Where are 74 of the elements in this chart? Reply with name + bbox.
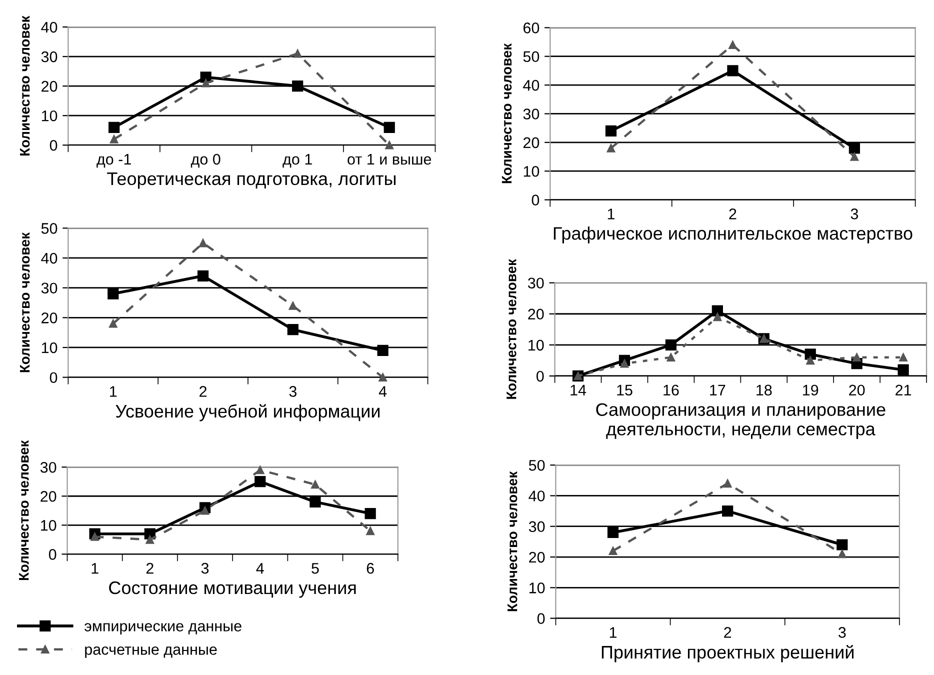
y-tick-label: 30 (523, 108, 540, 120)
y-tick-label: 40 (41, 22, 58, 33)
y-tick-label: 0 (50, 372, 58, 384)
y-axis-title: Количество человек (502, 43, 512, 184)
x-tick-label: 2 (729, 208, 736, 220)
y-tick-label: 10 (42, 342, 58, 354)
y-tick-label: 20 (40, 490, 56, 502)
y-tick-label: 40 (41, 252, 58, 264)
y-tick-label: 20 (42, 312, 58, 324)
y-tick-label: 30 (528, 278, 544, 289)
y-tick-label: 20 (42, 80, 58, 92)
y-tick-label: 50 (528, 460, 545, 471)
x-tick-label: 6 (366, 562, 374, 574)
x-tick-label: 2 (200, 386, 207, 397)
x-tick-label: 4 (378, 386, 387, 397)
y-tick-label: 20 (529, 552, 545, 563)
x-tick-label: 3 (289, 386, 297, 397)
y-tick-label: 50 (523, 51, 540, 62)
y-tick-label: 30 (528, 521, 545, 532)
x-axis-title: Теоретическая подготовка, логиты (107, 172, 396, 189)
x-axis-title: Состояние мотивации учения (109, 581, 356, 598)
x-axis-title: Принятие проектных решений (602, 645, 854, 662)
y-axis-title: Количество человек (20, 232, 30, 372)
x-tick-label: до -1 (96, 154, 131, 168)
x-tick-label: 16 (664, 384, 679, 396)
y-axis-title: Количество человек (508, 471, 518, 612)
x-tick-label: 20 (849, 384, 865, 396)
y-tick-label: 0 (50, 140, 58, 151)
x-tick-label: 1 (608, 208, 614, 220)
x-tick-label: 14 (570, 384, 586, 396)
y-axis-title: Количество человек (19, 440, 29, 580)
x-tick-label: 19 (803, 384, 818, 396)
x-tick-label: 1 (110, 386, 117, 397)
legend-label: эмпирические данные (84, 623, 242, 634)
y-tick-label: 20 (523, 137, 540, 148)
y-tick-label: 10 (529, 582, 545, 594)
legend-label: расчетные данные (85, 646, 217, 658)
y-tick-label: 10 (524, 166, 540, 177)
x-tick-label: от 1 и выше (348, 154, 432, 165)
y-tick-label: 30 (41, 282, 58, 294)
x-tick-label: 1 (92, 563, 98, 574)
y-tick-label: 0 (532, 194, 540, 206)
x-tick-label: 5 (312, 563, 319, 574)
x-tick-label: 3 (838, 627, 846, 638)
x-tick-label: 21 (896, 384, 912, 396)
y-tick-label: 10 (528, 340, 544, 351)
x-tick-label: 1 (610, 627, 617, 638)
y-tick-label: 10 (42, 110, 58, 122)
x-tick-label: 3 (201, 562, 209, 574)
x-axis-title: Самоорганизация и планирование деятельности, недели семестра (596, 403, 886, 439)
x-tick-label: 18 (756, 384, 772, 396)
y-tick-label: 30 (40, 462, 56, 473)
y-tick-label: 40 (523, 80, 540, 91)
y-tick-label: 40 (528, 490, 545, 502)
y-axis-title: Количество человек (506, 259, 516, 399)
y-tick-label: 0 (48, 549, 56, 560)
x-tick-label: 2 (724, 627, 732, 638)
x-tick-label: 4 (256, 563, 264, 574)
y-tick-label: 0 (537, 613, 545, 624)
y-tick-label: 20 (528, 308, 544, 320)
y-tick-label: 0 (536, 370, 544, 382)
x-tick-label: до 1 (282, 154, 312, 168)
y-tick-label: 10 (41, 520, 56, 531)
x-axis-title: Усвоение учебной информации (116, 404, 380, 422)
x-tick-label: 15 (617, 384, 632, 396)
x-tick-label: до 0 (190, 154, 220, 168)
y-axis-title: Количество человек (20, 16, 30, 156)
y-tick-label: 30 (41, 51, 58, 62)
y-tick-label: 50 (41, 223, 58, 234)
x-tick-label: 3 (850, 208, 858, 220)
x-tick-label: 2 (146, 562, 154, 574)
y-tick-label: 60 (523, 22, 540, 34)
x-tick-label: 17 (710, 384, 726, 396)
x-axis-title: Графическое исполнительское мастерство (554, 226, 912, 244)
